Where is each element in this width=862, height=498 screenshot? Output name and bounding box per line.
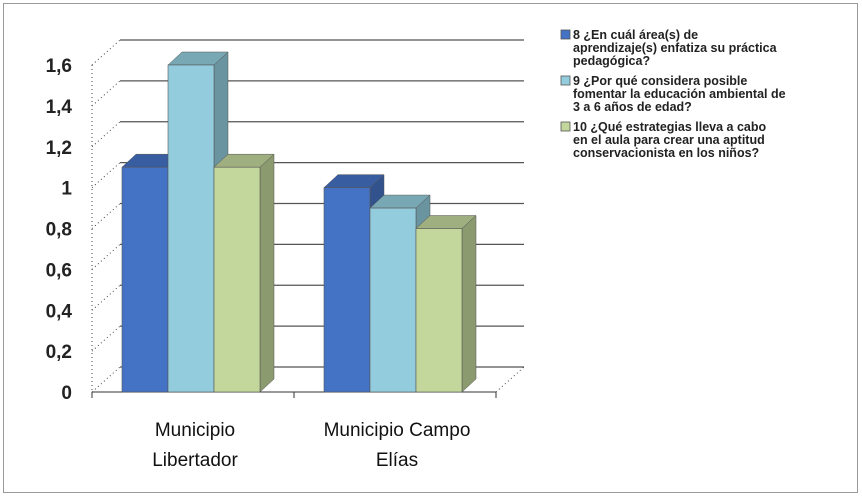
legend-swatch — [560, 29, 571, 40]
side-gridline — [91, 162, 121, 188]
y-tick-label: 1,2 — [46, 138, 72, 159]
category-label-line2: Elías — [376, 450, 418, 471]
bars — [121, 51, 477, 393]
y-tick-label: 1,4 — [46, 97, 73, 118]
side-gridline — [91, 39, 121, 66]
bar-front — [121, 166, 169, 393]
y-tick-label: 0,8 — [46, 220, 72, 241]
x-category-labels: Municipio Libertador Municipio Campo Elías — [152, 420, 470, 471]
legend-label: 10 ¿Qué estrategias lleva a cabo — [573, 120, 767, 134]
y-tick-labels: 0 0,2 0,4 0,6 0,8 1 1,2 1,4 1,6 — [46, 56, 73, 404]
side-gridline — [91, 366, 121, 393]
bar — [415, 214, 477, 393]
y-tick-label: 0,2 — [46, 342, 72, 363]
side-gridline — [91, 121, 121, 148]
legend-swatch — [560, 75, 571, 86]
bar-front — [323, 187, 371, 393]
floor-edge — [495, 366, 525, 393]
legend-label: pedagógica? — [573, 54, 650, 68]
legend-label: 8 ¿En cuál área(s) de — [573, 28, 698, 42]
category-label-line2: Libertador — [152, 450, 238, 471]
legend-label: en el aula para crear una aptitud — [573, 133, 765, 147]
chart-frame — [3, 3, 858, 493]
legend-label: fomentar la educación ambiental de — [573, 87, 786, 101]
side-gridline — [91, 203, 121, 229]
legend-label: conservacionista en los niños? — [573, 146, 759, 160]
bar-front — [415, 228, 463, 393]
side-gridline — [91, 244, 121, 270]
bar-front — [213, 166, 261, 393]
side-gridline — [91, 284, 121, 311]
bar-front — [167, 64, 215, 393]
y-tick-label: 0 — [61, 383, 72, 404]
bar-side — [259, 153, 275, 393]
y-tick-label: 1,6 — [46, 56, 72, 77]
legend-swatch — [560, 121, 571, 132]
legend-label: 9 ¿Por qué considera posible — [573, 74, 747, 88]
y-tick-label: 0,4 — [46, 301, 73, 322]
side-gridline — [91, 325, 121, 352]
legend-label: 3 a 6 años de edad? — [573, 100, 692, 114]
side-gridline — [91, 80, 121, 107]
bar-side — [461, 214, 477, 393]
bar — [213, 153, 275, 393]
category-label-line1: Municipio Campo — [324, 420, 471, 441]
legend-label: aprendizaje(s) enfatiza su práctica — [573, 41, 778, 55]
category-label-line1: Municipio — [155, 420, 235, 441]
y-tick-label: 1 — [61, 179, 72, 200]
bar-front — [369, 207, 417, 393]
y-tick-label: 0,6 — [46, 260, 72, 281]
